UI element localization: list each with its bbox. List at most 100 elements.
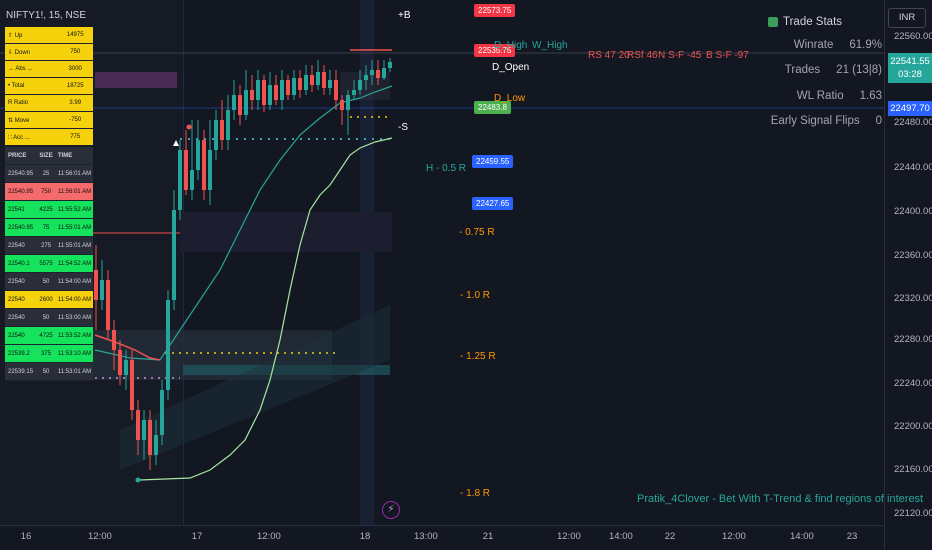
stat-label: WL Ratio [796, 89, 844, 102]
candle-body [388, 62, 392, 68]
tape-size: 5575 [39, 260, 53, 267]
lightning-icon[interactable]: ⚡ [382, 501, 400, 519]
stat-label: Trades [784, 64, 821, 77]
summary-value: 775 [70, 134, 81, 140]
tape-time: 11:56:01 AM [57, 170, 92, 177]
tape-size: 25 [42, 170, 50, 177]
tape-price: 22540.95 [8, 170, 34, 177]
zone-band [95, 72, 177, 88]
summary-row: ⇧ Up 14975 [5, 27, 93, 44]
session-divider [183, 0, 184, 525]
candle-body [244, 90, 248, 115]
summary-value: 18725 [66, 83, 84, 89]
summary-label: • Total [8, 83, 25, 89]
tape-row: 22540 50 11:54:00 AM [5, 273, 93, 291]
candle-body [100, 280, 104, 300]
time-axis-label: 14:00 [790, 531, 814, 542]
price-axis-border [884, 0, 885, 550]
current-price-label: 22541.55 03:28 [888, 53, 932, 83]
candle-body [124, 360, 128, 375]
symbol-title[interactable]: NIFTY1!, 15, NSE [6, 10, 87, 21]
signal-dot [135, 477, 141, 483]
zone-band [180, 212, 392, 252]
tape-price: 22541 [8, 206, 25, 213]
summary-row: ∷ Acc ... 775 [5, 129, 93, 146]
summary-value: 3.99 [69, 100, 82, 106]
candle-body [298, 78, 302, 90]
tape-time: 11:55:01 AM [57, 242, 92, 249]
r075-label: - 0.75 R [459, 227, 495, 238]
d-high-label: D_High [494, 40, 528, 51]
buy-signal-label: +B [398, 10, 411, 21]
tape-size: 2600 [39, 296, 53, 303]
tape-row: 22539.2 375 11:53:10 AM [5, 345, 93, 363]
stat-row: Trades 21 (13|8) [762, 58, 882, 84]
candle-body [280, 80, 284, 100]
tape-time: 11:56:01 AM [57, 188, 92, 195]
tape-time: 11:53:10 AM [57, 350, 92, 357]
trade-stats-title: Trade Stats [783, 16, 843, 28]
tape-size: 4725 [39, 332, 53, 339]
price-axis-label: 22400.00 [894, 206, 932, 217]
summary-row: • Total 18725 [5, 78, 93, 95]
signal-dot [186, 124, 192, 130]
candle-body [190, 170, 194, 190]
candle-body [304, 75, 308, 90]
price-tag: 22459.55 [472, 155, 514, 168]
tape-time: 11:55:01 AM [57, 224, 92, 231]
trade-stats-panel: Trade Stats Winrate 61.9% Trades 21 (13|8) W… [762, 12, 882, 134]
tape-row: 22539.15 50 11:53:01 AM [5, 363, 93, 381]
bsf-label: B S-F -97 [706, 50, 749, 61]
candle-body [358, 80, 362, 90]
price-axis-label: 22560.00 [894, 31, 932, 42]
candle-body [376, 70, 380, 78]
half-r-label: H - 0.5 R [426, 163, 467, 174]
summary-row: → Abs ... 3000 [5, 61, 93, 78]
ma-line-slow [139, 137, 393, 481]
summary-value: 750 [70, 49, 81, 55]
tape-row: 22540.95 75 11:55:01 AM [5, 219, 93, 237]
tape-size: 275 [41, 242, 52, 249]
candle-body [328, 80, 332, 88]
currency-badge[interactable]: INR [888, 8, 926, 28]
candle-body [322, 72, 326, 88]
tape-price: 22540 [8, 242, 25, 249]
tape-time: 11:54:52 AM [57, 260, 92, 267]
tape-row: 22540 2600 11:54:00 AM [5, 291, 93, 309]
summary-label: → Abs ... [8, 66, 33, 72]
candle-body [364, 75, 368, 80]
tape-price: 22539.15 [8, 368, 34, 375]
tape-row: 22540.1 5575 11:54:52 AM [5, 255, 93, 273]
time-axis-label: 12:00 [722, 531, 746, 542]
price-axis-label: 22120.00 [894, 508, 932, 519]
candle-body [292, 78, 296, 95]
price-axis-label: 22320.00 [894, 293, 932, 304]
time-axis-label: 17 [191, 531, 203, 542]
candle-body [256, 80, 260, 100]
summary-label: ∷ Acc ... [8, 134, 30, 141]
stat-value: 0 [875, 115, 882, 128]
tape-row: 22541 4225 11:55:52 AM [5, 201, 93, 219]
tape-header-price: PRICE [8, 152, 27, 159]
summary-label: ⇅ Move [8, 117, 30, 124]
sell-signal-label: -S [398, 122, 408, 133]
summary-value: -750 [69, 117, 82, 123]
candle-body [106, 280, 110, 330]
volume-summary-table: ⇧ Up 14975 ⇩ Down 750 → Abs ... 3000 • Total 18… [5, 27, 93, 146]
tape-price: 22540 [8, 278, 25, 285]
stat-value: 21 (13|8) [836, 64, 882, 77]
time-axis-label: 14:00 [609, 531, 633, 542]
tape-header: PRICE SIZE TIME [5, 147, 93, 165]
candle-body [250, 90, 254, 100]
candle-body [172, 210, 176, 300]
price-axis-label: 22280.00 [894, 334, 932, 345]
tape-row: 22540 275 11:55:01 AM [5, 237, 93, 255]
summary-label: ⇧ Up [8, 32, 23, 39]
stat-row: Early Signal Flips 0 [762, 109, 882, 135]
candle-body [238, 95, 242, 115]
candle-body [352, 90, 356, 95]
candle-body [130, 360, 134, 410]
tape-size: 50 [42, 314, 50, 321]
price-axis-label: 22440.00 [894, 162, 932, 173]
d-low-label: D_Low [494, 93, 526, 104]
